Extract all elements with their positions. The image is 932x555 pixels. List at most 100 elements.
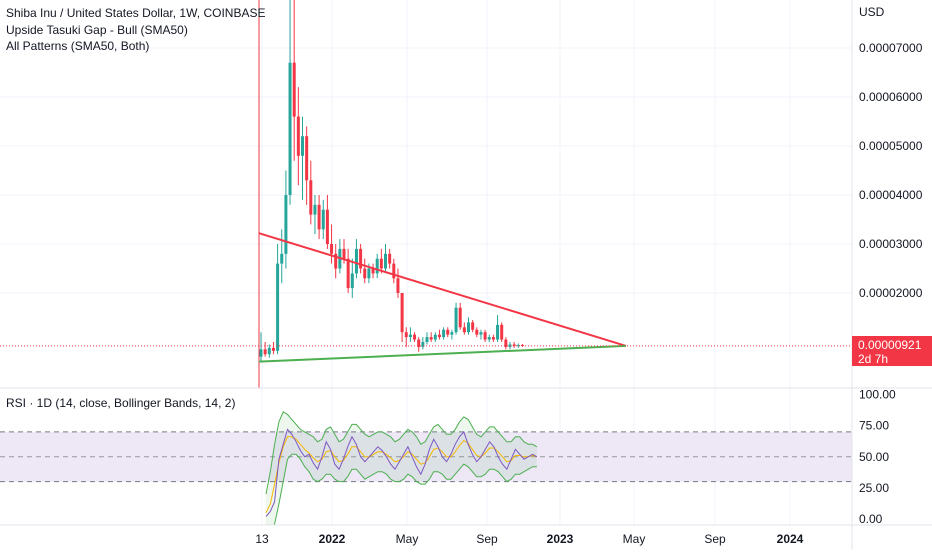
last-price-label: 0.00000921	[858, 338, 922, 352]
countdown-label: 2d 7h	[858, 352, 889, 366]
candle	[413, 332, 417, 342]
candle-body	[325, 209, 329, 244]
candle-body	[487, 337, 491, 340]
candle	[450, 329, 454, 340]
candle-body	[375, 258, 379, 274]
candle	[396, 268, 400, 298]
candle-body	[363, 268, 367, 279]
candle	[379, 248, 383, 274]
y-tick-label: 0.00007000	[859, 41, 923, 55]
candle-body	[396, 278, 400, 293]
candle-body	[479, 332, 483, 335]
chart-title: Shiba Inu / United States Dollar, 1W, CO…	[6, 6, 266, 20]
candle	[433, 332, 437, 342]
rsi-tick-label: 25.00	[859, 481, 889, 495]
candle-body	[437, 334, 441, 338]
x-tick-label: Sep	[476, 532, 498, 546]
rsi-title[interactable]: RSI · 1D (14, close, Bollinger Bands, 14…	[6, 396, 236, 410]
rsi-layer	[0, 411, 852, 525]
candle	[458, 302, 462, 330]
candle	[446, 327, 450, 338]
x-tick-label: Sep	[704, 532, 726, 546]
candle	[483, 329, 487, 342]
candle	[263, 342, 267, 357]
candle	[454, 302, 458, 335]
candle	[475, 327, 479, 338]
candle	[429, 332, 433, 342]
candle	[354, 239, 358, 279]
candle-body	[421, 342, 425, 347]
candle	[408, 327, 412, 342]
candle	[346, 248, 350, 293]
candle	[363, 258, 367, 284]
candle-body	[263, 349, 267, 355]
candle	[284, 170, 288, 269]
candle	[404, 327, 408, 347]
candle	[276, 244, 280, 355]
candle	[462, 322, 466, 335]
candle	[259, 332, 263, 362]
candle-body	[462, 327, 466, 333]
candle-body	[446, 329, 450, 335]
indicator-label[interactable]: All Patterns (SMA50, Both)	[6, 39, 150, 53]
candle	[504, 337, 508, 350]
candle	[496, 315, 500, 342]
candle-body	[330, 244, 334, 254]
candle	[442, 327, 446, 340]
x-tick-label: 2022	[319, 532, 346, 546]
candle-body	[305, 136, 309, 181]
candle	[305, 126, 309, 205]
candle-body	[433, 334, 437, 340]
candle-body	[276, 263, 280, 351]
candle	[334, 244, 338, 279]
candle-body	[346, 258, 350, 289]
candle	[491, 334, 495, 342]
resistance-trendline	[258, 232, 627, 347]
candle-body	[296, 116, 300, 156]
candle	[271, 342, 275, 355]
candle-body	[417, 339, 421, 347]
candle-body	[429, 337, 433, 340]
candle-body	[504, 339, 508, 347]
candle	[292, 0, 296, 161]
candle	[421, 337, 425, 350]
candle-body	[313, 204, 317, 215]
candle	[296, 87, 300, 186]
candle-body	[342, 248, 346, 259]
candle	[330, 224, 334, 264]
candle-body	[413, 334, 417, 340]
candle-body	[425, 337, 429, 342]
candle-body	[271, 347, 275, 351]
candle-body	[288, 62, 292, 196]
candle	[471, 319, 475, 333]
bollinger-lower-line	[273, 453, 537, 525]
candle	[417, 337, 421, 352]
x-tick-label: 13	[255, 532, 269, 546]
candle-body	[475, 329, 479, 335]
candle	[359, 244, 363, 274]
candle-body	[371, 268, 375, 274]
candle-body	[388, 253, 392, 264]
candle	[267, 344, 271, 358]
candle	[350, 258, 354, 298]
candle-body	[334, 253, 338, 269]
bollinger-upper-line	[265, 411, 538, 495]
candle-body	[309, 180, 313, 215]
rsi-tick-label: 0.00	[859, 512, 883, 526]
candle	[487, 334, 491, 342]
candle	[321, 199, 325, 240]
candle-body	[317, 204, 321, 230]
indicator-label[interactable]: Upside Tasuki Gap - Bull (SMA50)	[6, 23, 188, 37]
candle	[309, 160, 313, 225]
candle	[425, 332, 429, 345]
candle	[388, 248, 392, 269]
x-tick-label: May	[623, 532, 646, 546]
candle	[301, 116, 304, 200]
candle-body	[259, 349, 263, 357]
candle-body	[516, 344, 520, 346]
rsi-tick-label: 100.00	[859, 388, 896, 402]
candle	[313, 195, 317, 235]
bollinger-fill	[266, 411, 537, 525]
candle-body	[400, 293, 404, 333]
